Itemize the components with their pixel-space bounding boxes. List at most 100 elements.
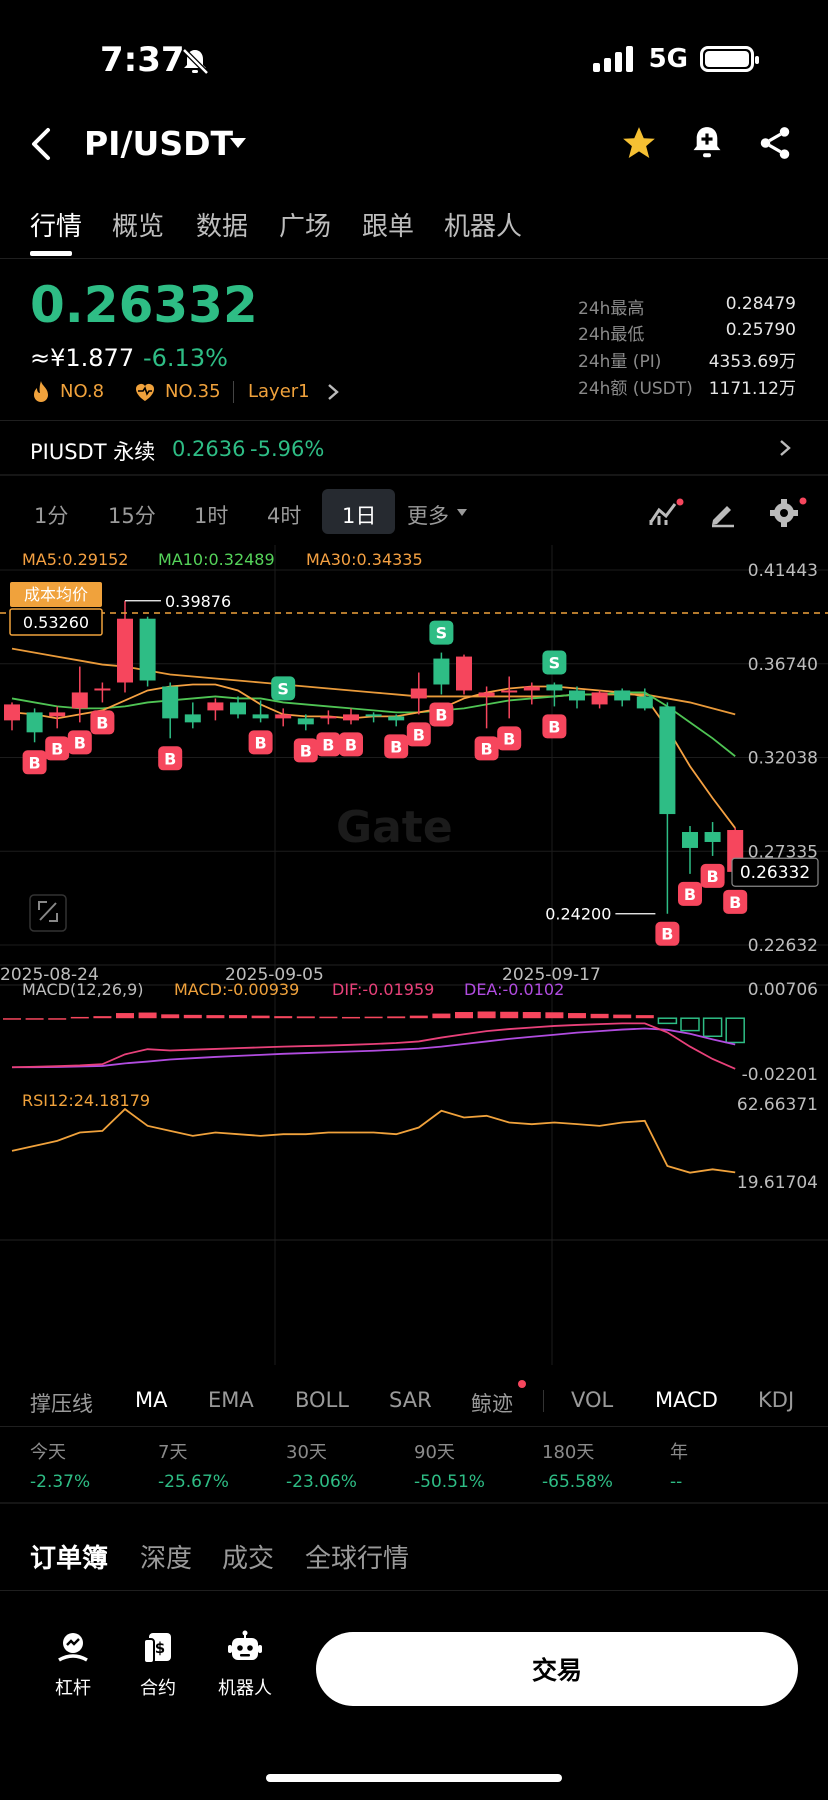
candlestick-chart[interactable]: Gate 0.41443 0.36740 0.32038 0.27335 0.22632 2… bbox=[0, 545, 828, 1375]
perf-label: 7天 bbox=[158, 1442, 188, 1463]
perpetual-name[interactable]: PIUSDT 永续 bbox=[30, 440, 156, 464]
candle-body bbox=[117, 618, 133, 683]
macd-histogram-bar bbox=[522, 1012, 541, 1019]
rank-tag-fav[interactable]: NO.35 bbox=[165, 381, 221, 402]
tab-bots[interactable]: 机器人 bbox=[444, 212, 523, 242]
macd-histogram-bar bbox=[319, 1016, 338, 1019]
macd-histogram-bar bbox=[251, 1015, 270, 1019]
candle-body bbox=[636, 696, 653, 709]
nav-robot[interactable]: 机器人 bbox=[200, 1630, 290, 1700]
tab-trades[interactable]: 成交 bbox=[222, 1544, 275, 1574]
perf-label: 今天 bbox=[30, 1442, 66, 1463]
indicator-support[interactable]: 撑压线 bbox=[30, 1392, 93, 1416]
rsi-y-tick: 62.66371 bbox=[737, 1095, 818, 1115]
x-tick-label: 2025-08-24 bbox=[0, 965, 99, 985]
macd-histogram-bar bbox=[568, 1013, 586, 1019]
buy-marker bbox=[248, 730, 273, 755]
signal-icon bbox=[592, 46, 633, 72]
macd-legend: DEA:-0.0102 bbox=[464, 980, 564, 999]
candle-body bbox=[26, 712, 43, 733]
macd-legend: MACD:-0.00939 bbox=[174, 980, 299, 999]
stat-value: 1171.12万 bbox=[708, 379, 796, 399]
interval-active-bg bbox=[322, 489, 395, 534]
pair-title[interactable]: PI/USDT bbox=[84, 124, 233, 163]
macd-y-tick: -0.02201 bbox=[742, 1065, 818, 1085]
sell-marker bbox=[542, 650, 567, 675]
tab-square[interactable]: 广场 bbox=[279, 212, 332, 242]
indicator-ema[interactable]: EMA bbox=[208, 1388, 254, 1412]
caret-down-icon[interactable] bbox=[456, 508, 468, 518]
buy-marker bbox=[158, 746, 183, 771]
macd-histogram-bar bbox=[657, 1017, 678, 1025]
indicator-icon[interactable] bbox=[648, 498, 684, 528]
draw-icon[interactable] bbox=[708, 498, 738, 528]
macd-histogram-bar bbox=[48, 1018, 67, 1020]
interval-more[interactable]: 更多 bbox=[407, 504, 449, 528]
chevron-right-icon[interactable] bbox=[326, 382, 340, 402]
low-annotation: 0.24200 bbox=[545, 905, 611, 924]
ma-legend: MA30:0.34335 bbox=[306, 550, 423, 569]
tab-orderbook[interactable]: 订单簿 bbox=[30, 1544, 109, 1574]
stat-label: 24h最高 bbox=[578, 299, 645, 319]
buy-marker-label: B bbox=[164, 749, 176, 768]
dea-line bbox=[12, 1027, 736, 1069]
interval-1m[interactable]: 1分 bbox=[34, 504, 69, 528]
stat-value: 4353.69万 bbox=[708, 352, 796, 372]
candle-body bbox=[275, 714, 292, 719]
perf-label: 30天 bbox=[286, 1442, 327, 1463]
back-icon[interactable] bbox=[28, 126, 56, 162]
buy-marker bbox=[700, 863, 725, 888]
indicator-kdj[interactable]: KDJ bbox=[758, 1388, 795, 1412]
robot-icon bbox=[228, 1630, 262, 1660]
candle-body bbox=[139, 618, 156, 681]
rank-tag-hot[interactable]: NO.8 bbox=[60, 381, 105, 402]
perf-value: -2.37% bbox=[30, 1472, 91, 1492]
nav-contract[interactable]: $ 合约 bbox=[113, 1630, 203, 1700]
tab-data[interactable]: 数据 bbox=[196, 212, 249, 242]
perpetual-price: 0.2636 bbox=[172, 437, 246, 461]
interval-1h[interactable]: 1时 bbox=[194, 504, 229, 528]
indicator-sar[interactable]: SAR bbox=[389, 1388, 432, 1412]
expand-icon bbox=[39, 902, 57, 921]
stat-label: 24h量 (PI) bbox=[578, 352, 662, 372]
nav-leverage[interactable]: 杠杆 bbox=[28, 1630, 118, 1700]
star-icon[interactable] bbox=[620, 124, 658, 162]
chevron-down-icon[interactable] bbox=[228, 136, 248, 150]
indicator-whale[interactable]: 鲸迹 bbox=[471, 1392, 513, 1416]
candle-body bbox=[614, 690, 631, 701]
interval-1d[interactable]: 1日 bbox=[342, 504, 377, 528]
divider bbox=[0, 258, 828, 259]
tab-overview[interactable]: 概览 bbox=[112, 212, 165, 242]
indicator-ma[interactable]: MA bbox=[135, 1388, 168, 1412]
buy-marker bbox=[22, 750, 47, 775]
macd-histogram-bar bbox=[116, 1013, 134, 1019]
macd-histogram-bar bbox=[161, 1014, 180, 1019]
candle-body bbox=[71, 692, 88, 709]
tab-copytrade[interactable]: 跟单 bbox=[362, 212, 415, 242]
candle-body bbox=[49, 712, 66, 717]
tab-global-market[interactable]: 全球行情 bbox=[305, 1544, 410, 1574]
settings-icon[interactable] bbox=[768, 496, 808, 528]
tab-depth[interactable]: 深度 bbox=[140, 1544, 193, 1574]
trade-button[interactable]: 交易 bbox=[316, 1632, 798, 1706]
tab-market[interactable]: 行情 bbox=[30, 212, 83, 242]
chevron-right-icon[interactable] bbox=[778, 438, 792, 458]
macd-histogram-bar bbox=[500, 1011, 519, 1019]
share-icon[interactable] bbox=[756, 124, 794, 162]
indicator-macd[interactable]: MACD bbox=[655, 1388, 718, 1412]
interval-15m[interactable]: 15分 bbox=[108, 504, 156, 528]
interval-4h[interactable]: 4时 bbox=[267, 504, 302, 528]
heart-icon bbox=[136, 384, 154, 401]
sector-tag[interactable]: Layer1 bbox=[248, 381, 310, 402]
bell-plus-icon[interactable] bbox=[688, 124, 726, 162]
expand-icon bbox=[38, 901, 47, 910]
buy-marker-label: B bbox=[684, 885, 696, 904]
buy-marker-label: B bbox=[435, 705, 447, 724]
stat-value: 0.25790 bbox=[725, 320, 796, 340]
indicator-vol[interactable]: VOL bbox=[571, 1388, 614, 1412]
buy-marker-label: B bbox=[661, 925, 673, 944]
indicator-boll[interactable]: BOLL bbox=[295, 1388, 349, 1412]
perpetual-change: -5.96% bbox=[250, 437, 325, 461]
macd-histogram-bar bbox=[70, 1016, 89, 1019]
cny-price: ≈¥1.877 bbox=[30, 344, 135, 372]
